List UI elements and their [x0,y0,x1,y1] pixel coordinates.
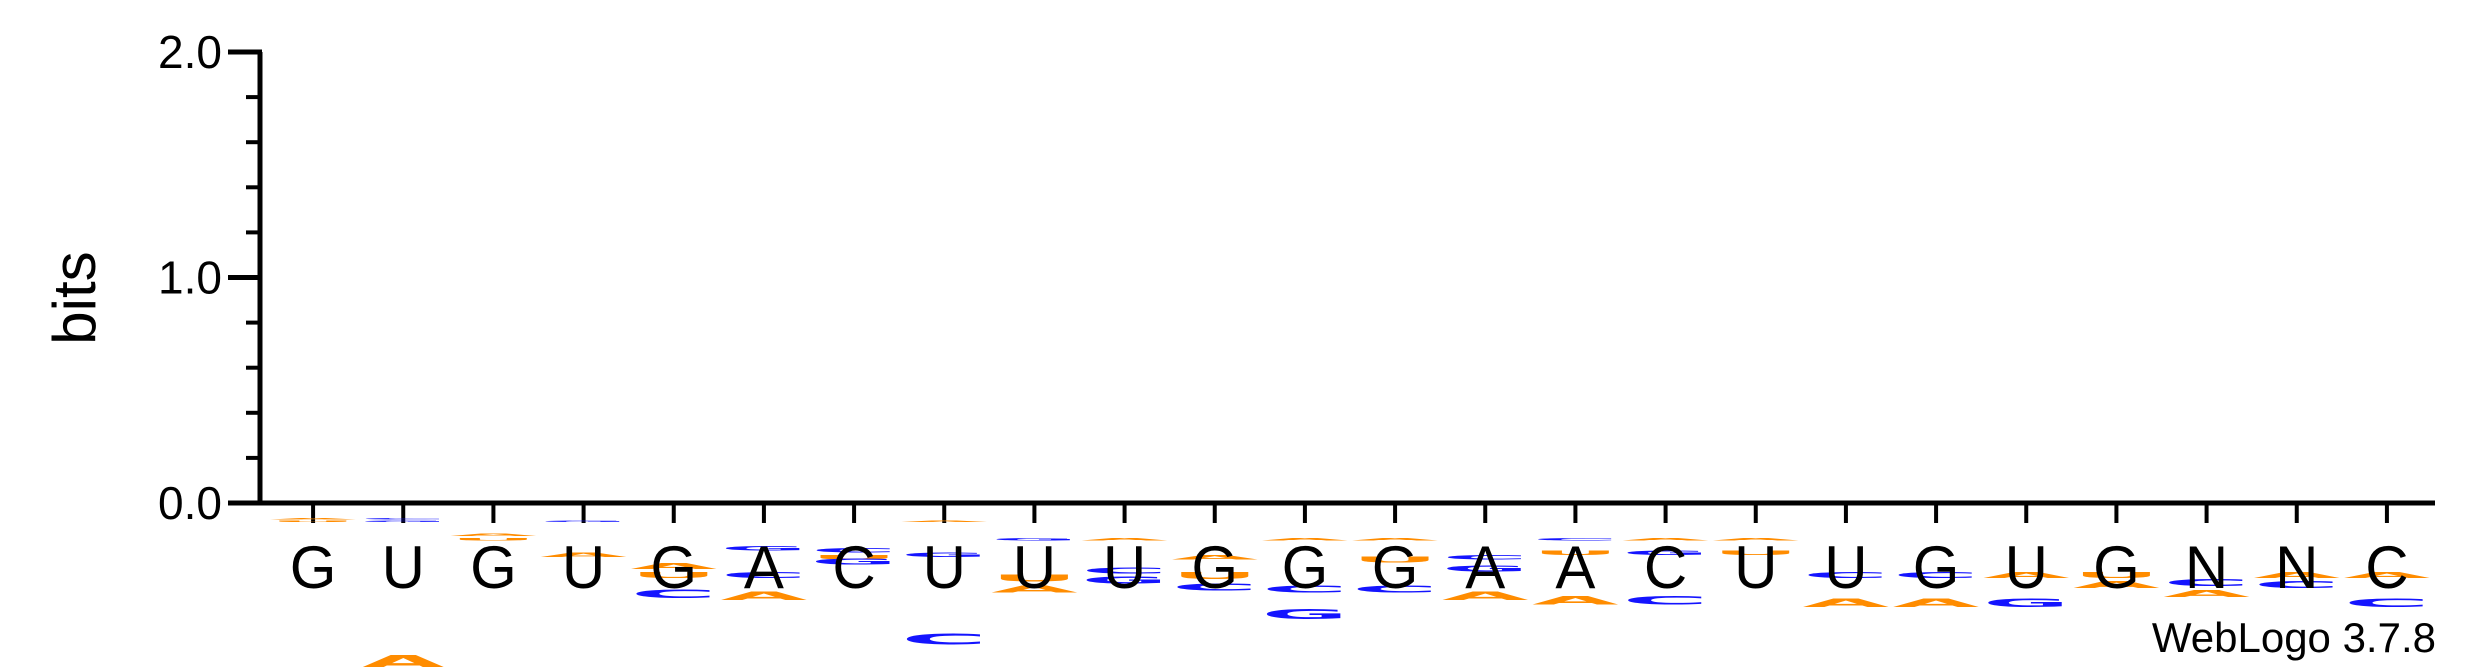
glyph-C: C [360,518,447,520]
column-label: C [832,534,875,601]
glyph-G: G [540,520,627,522]
column-label: G [1282,534,1329,601]
glyph-A: A [270,518,357,520]
column-label: G [650,534,697,601]
weblogo-credit: WebLogo 3.7.8 [2152,614,2436,661]
glyph-A: A [901,520,988,522]
column-label: U [2005,534,2048,601]
column-label: A [1555,534,1595,601]
y-tick-label: 1.0 [158,252,222,304]
column-label: U [1824,534,1867,601]
column-label: A [744,534,784,601]
glyph-G: G [1262,606,1349,622]
column-label: G [290,534,337,601]
column-label: G [470,534,517,601]
column-label: G [1372,534,1419,601]
y-ticks: 0.0 1.0 2.0 [158,26,262,529]
column-label: A [1465,534,1505,601]
glyph-G: G [360,520,447,522]
y-tick-label: 2.0 [158,26,222,78]
column-label: G [2093,534,2140,601]
column-label: U [923,534,966,601]
column-label: N [2275,534,2318,601]
y-axis: 0.0 1.0 2.0 bits [41,26,262,529]
column-label: G [1913,534,1960,601]
y-axis-title: bits [41,251,108,344]
glyph-C: C [901,630,988,648]
column-label: N [2185,534,2228,601]
column-label: C [2365,534,2408,601]
y-tick-label: 0.0 [158,477,222,529]
column-label: U [1103,534,1146,601]
column-label: U [562,534,605,601]
glyph-U: U [270,520,357,522]
column-label: U [1013,534,1056,601]
glyph-A: A [360,652,447,667]
column-label: G [1191,534,1238,601]
column-label: C [1644,534,1687,601]
column-label: U [1734,534,1777,601]
column-label: U [382,534,425,601]
